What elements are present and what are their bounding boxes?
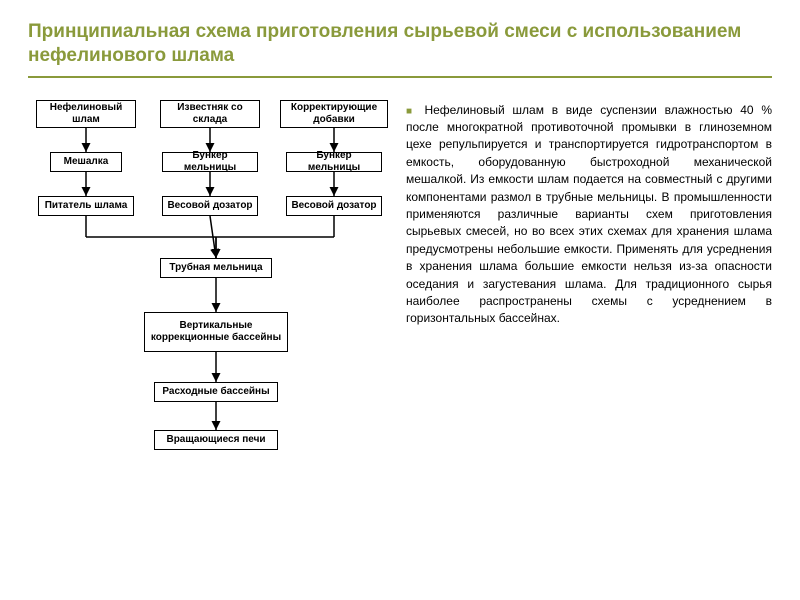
description-paragraph: ■Нефелиновый шлам в виде суспензии влажн… — [406, 100, 772, 328]
flow-node-n6: Бункер мельницы — [286, 152, 382, 172]
bullet-icon: ■ — [406, 106, 416, 117]
flow-node-n5: Бункер мельницы — [162, 152, 258, 172]
flow-node-n8: Весовой дозатор — [162, 196, 258, 216]
flow-node-n2: Известняк со склада — [160, 100, 260, 128]
flow-node-n9: Весовой дозатор — [286, 196, 382, 216]
flow-node-n7: Питатель шлама — [38, 196, 134, 216]
page-title: Принципиальная схема приготовления сырье… — [28, 20, 772, 78]
content-area: Нефелиновый шлам Известняк со склада Корре… — [28, 100, 772, 328]
flow-node-n1: Нефелиновый шлам — [36, 100, 136, 128]
description-text: Нефелиновый шлам в виде суспензии влажно… — [406, 103, 772, 326]
flow-node-n3: Корректирующие добавки — [280, 100, 388, 128]
flowchart-diagram: Нефелиновый шлам Известняк со склада Корре… — [28, 100, 388, 328]
flow-node-n4: Мешалка — [50, 152, 122, 172]
flow-node-n10: Трубная мельница — [160, 258, 272, 278]
flow-node-n12: Расходные бассейны — [154, 382, 278, 402]
flow-node-n11: Вертикальные коррекционные бассейны — [144, 312, 288, 352]
flow-node-n13: Вращающиеся печи — [154, 430, 278, 450]
